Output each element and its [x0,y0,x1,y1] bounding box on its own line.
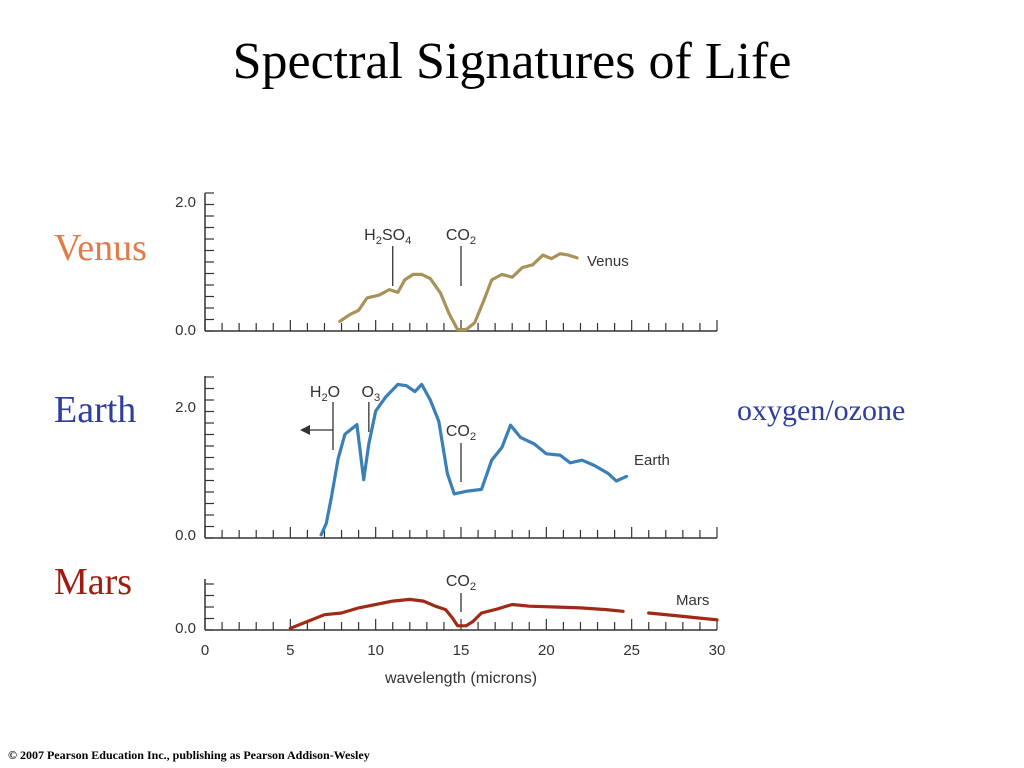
venus-label: Venus [54,227,147,269]
series-line-venus [338,252,579,332]
x-tick-label: 5 [286,642,294,659]
h2o-arrow-head [300,425,310,435]
x-tick-label: 15 [453,642,470,659]
series-line-mars [288,597,625,630]
panel-mars: 0.0 Mars [175,579,719,637]
annotation-label-co2: CO2 [446,423,476,443]
y-tick-label: 0.0 [175,620,196,637]
earth-label: Earth [54,389,137,431]
annotation-label-h2so4: H2SO4 [364,227,411,247]
y-tick-label: 0.0 [175,322,196,339]
x-axis-label: wavelength (microns) [384,670,537,687]
panel-earth: 2.0 0.0 Earth [175,376,718,544]
y-tick-label: 2.0 [175,399,196,416]
series-label-venus: Venus [587,253,629,270]
annotation-label-co2: CO2 [446,227,476,247]
series-line-mars [647,611,719,622]
x-tick-label: 25 [623,642,640,659]
series-line-earth [319,382,629,537]
y-tick-label: 0.0 [175,527,196,544]
annotation-label-co2: CO2 [446,573,476,593]
series-label-mars: Mars [676,592,709,609]
x-tick-label: 0 [201,642,209,659]
x-tick-label: 20 [538,642,555,659]
mars-label: Mars [54,561,133,603]
annotation-label-o3: O3 [361,384,380,404]
copyright-notice: © 2007 Pearson Education Inc., publishin… [8,748,370,762]
y-tick-label: 2.0 [175,194,196,211]
series-label-earth: Earth [634,452,670,469]
x-tick-label: 30 [709,642,726,659]
panel-venus: 2.0 0.0 Venus [175,192,718,339]
oxygen-ozone-note: oxygen/ozone [737,394,906,427]
slide-title: Spectral Signatures of Life [232,33,792,90]
annotation-label-h2o: H2O [310,384,340,404]
x-tick-label: 10 [367,642,384,659]
